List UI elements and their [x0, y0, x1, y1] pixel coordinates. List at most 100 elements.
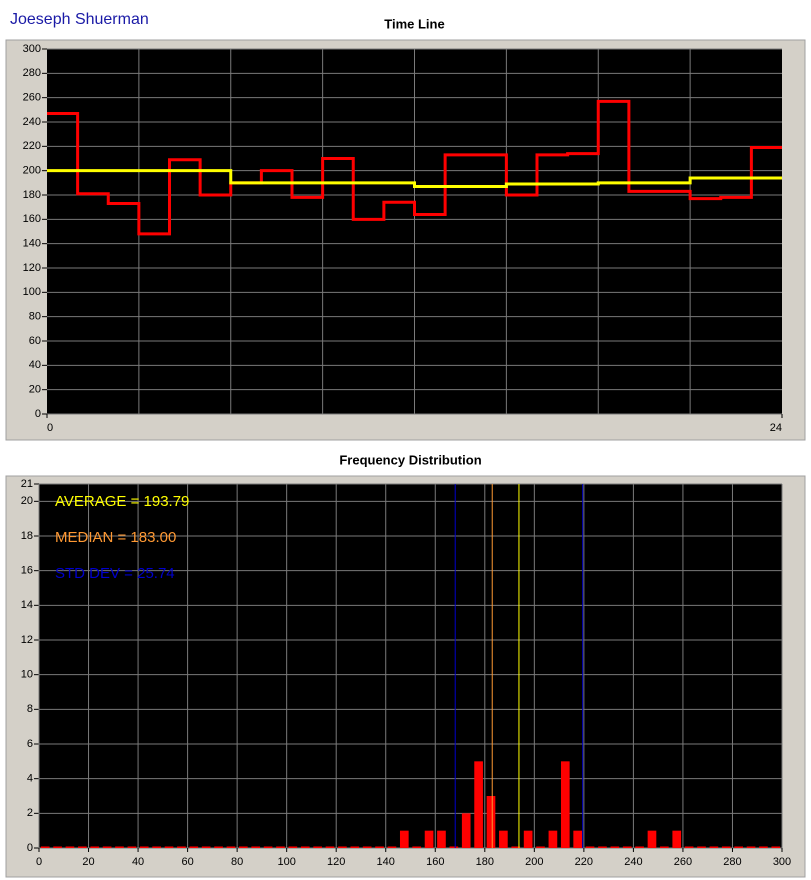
bar [424, 830, 434, 848]
bar [548, 830, 558, 848]
bar [214, 846, 223, 848]
bar [78, 846, 87, 848]
bar [660, 846, 669, 848]
y-tick-label: 80 [29, 311, 41, 323]
bar [585, 846, 595, 848]
bar [449, 846, 459, 848]
bar [573, 830, 583, 848]
bar [53, 846, 62, 848]
y-tick-label: 18 [21, 530, 33, 542]
y-tick-label: 20 [29, 384, 41, 396]
bar [486, 796, 496, 848]
bar [759, 846, 768, 848]
y-tick-label: 8 [27, 703, 33, 715]
annotation: AVERAGE = 193.79 [55, 493, 189, 510]
bar [40, 846, 50, 848]
bar [251, 846, 261, 848]
x-tick-label: 300 [773, 856, 791, 868]
annotation: STD DEV = 25.74 [55, 565, 175, 582]
x-tick-label: 280 [723, 856, 741, 868]
bar [499, 830, 508, 848]
bar [288, 846, 298, 848]
bar [375, 846, 384, 848]
bar [127, 846, 137, 848]
y-tick-label: 100 [23, 286, 41, 298]
bar [511, 846, 521, 848]
y-tick-label: 6 [27, 738, 33, 750]
bar [300, 846, 310, 848]
bar [523, 830, 533, 848]
x-tick-label: 220 [575, 856, 593, 868]
bar [350, 846, 360, 848]
x-tick-label: 24 [770, 422, 782, 434]
x-tick-label: 260 [674, 856, 692, 868]
step-line [47, 169, 782, 188]
bar [139, 846, 149, 848]
chart-title: Time Line [384, 16, 444, 31]
x-tick-label: 180 [476, 856, 494, 868]
bar [189, 846, 199, 848]
y-tick-label: 160 [23, 213, 41, 225]
x-tick-label: 80 [231, 856, 243, 868]
y-tick-label: 140 [23, 238, 41, 250]
bar [362, 846, 372, 848]
bar [771, 846, 781, 848]
bar [461, 813, 471, 848]
x-tick-label: 60 [181, 856, 193, 868]
bar [437, 830, 446, 848]
y-tick-label: 14 [21, 599, 33, 611]
bar [338, 846, 347, 848]
chart-title: Frequency Distribution [339, 452, 481, 467]
x-tick-label: 120 [327, 856, 345, 868]
bar [697, 846, 706, 848]
bar [622, 846, 632, 848]
x-tick-label: 0 [36, 856, 42, 868]
y-tick-label: 40 [29, 359, 41, 371]
x-tick-label: 240 [624, 856, 642, 868]
x-tick-label: 160 [426, 856, 444, 868]
bar [164, 846, 174, 848]
y-tick-label: 280 [23, 67, 41, 79]
y-tick-label: 2 [27, 807, 33, 819]
y-tick-label: 10 [21, 669, 33, 681]
bar [152, 846, 161, 848]
bar [238, 846, 248, 848]
bar [177, 846, 186, 848]
bar [263, 846, 273, 848]
bar [412, 846, 422, 848]
bar [734, 846, 743, 848]
y-tick-label: 120 [23, 262, 41, 274]
y-tick-label: 300 [23, 43, 41, 55]
bar [399, 830, 409, 848]
bar [598, 846, 607, 848]
bar [610, 846, 620, 848]
bar [684, 846, 694, 848]
y-tick-label: 0 [27, 842, 33, 854]
y-tick-label: 180 [23, 189, 41, 201]
header-title: Joeseph Shuerman [10, 11, 149, 28]
y-tick-label: 21 [21, 478, 33, 490]
bar [647, 830, 657, 848]
y-tick-label: 12 [21, 634, 33, 646]
y-tick-label: 4 [27, 773, 33, 785]
y-tick-label: 16 [21, 565, 33, 577]
y-tick-label: 60 [29, 335, 41, 347]
bar [635, 846, 644, 848]
bar [276, 846, 285, 848]
bar [90, 846, 100, 848]
bar [313, 846, 322, 848]
bar [672, 830, 682, 848]
bar [721, 846, 731, 848]
bar [536, 846, 545, 848]
y-tick-label: 20 [21, 495, 33, 507]
x-tick-label: 20 [82, 856, 94, 868]
bar [102, 846, 112, 848]
y-tick-label: 240 [23, 116, 41, 128]
x-tick-label: 40 [132, 856, 144, 868]
y-tick-label: 200 [23, 165, 41, 177]
bar [226, 846, 236, 848]
bar [387, 846, 397, 848]
plot-area [39, 484, 782, 848]
bar [709, 846, 719, 848]
